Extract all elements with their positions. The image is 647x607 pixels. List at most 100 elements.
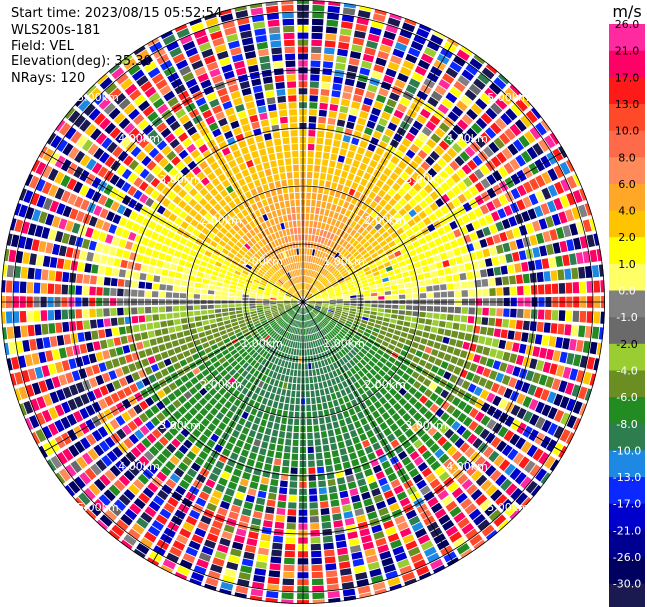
velocity-gate [228,292,236,297]
velocity-gate [401,456,412,466]
velocity-gate [192,90,204,101]
velocity-gate [322,298,329,301]
velocity-gate [402,60,415,70]
velocity-gate [504,128,516,141]
velocity-gate [237,485,247,494]
velocity-gate [288,318,293,324]
velocity-gate [361,491,371,500]
velocity-gate [527,333,536,344]
velocity-gate [553,165,565,179]
velocity-gate [347,255,355,262]
velocity-gate [352,323,359,328]
velocity-gate [230,236,238,244]
velocity-gate [409,450,420,461]
velocity-gate [303,321,305,328]
velocity-gate [261,238,267,246]
velocity-gate [209,68,221,78]
velocity-gate [319,322,325,328]
velocity-gate [174,450,185,460]
velocity-gate [321,521,332,529]
velocity-gate [277,305,284,308]
velocity-gate [321,292,328,296]
velocity-gate [509,158,521,171]
velocity-gate [505,483,518,496]
velocity-gate [123,489,136,501]
velocity-gate [308,467,316,474]
velocity-gate [305,363,308,370]
velocity-gate [359,276,367,282]
velocity-gate [216,281,223,287]
velocity-gate [272,371,278,379]
velocity-gate [389,502,400,512]
velocity-gate [483,446,494,458]
velocity-gate [252,351,259,359]
velocity-gate [93,498,107,512]
velocity-gate [222,287,229,292]
velocity-gate [488,82,502,95]
velocity-gate [158,157,169,168]
velocity-gate [310,67,320,75]
velocity-gate [253,179,261,187]
velocity-gate [251,315,259,320]
velocity-gate [236,290,243,294]
velocity-gate [445,500,458,512]
velocity-gate [98,329,106,339]
velocity-gate [311,235,315,242]
velocity-gate [445,177,456,188]
velocity-gate [76,320,84,331]
velocity-gate [325,271,331,278]
velocity-gate [453,314,461,322]
velocity-gate [468,508,482,521]
velocity-gate [108,348,117,358]
velocity-gate [474,411,485,422]
velocity-gate [347,315,355,320]
velocity-gate [387,533,400,543]
velocity-gate [357,256,365,263]
velocity-gate [233,399,242,407]
velocity-gate [29,398,40,412]
velocity-gate [73,114,86,128]
velocity-gate [309,102,318,109]
velocity-gate [155,514,168,525]
velocity-gate [430,34,444,46]
velocity-gate [324,223,330,231]
velocity-gate [105,328,113,338]
velocity-gate [434,466,446,477]
velocity-gate [362,439,371,448]
velocity-gate [241,217,248,226]
velocity-gate [272,265,279,271]
velocity-gate [242,306,249,310]
velocity-gate [534,259,543,270]
velocity-gate [411,225,420,233]
velocity-gate [366,429,375,438]
velocity-gate [282,285,288,290]
velocity-gate [372,185,380,194]
velocity-gate [75,210,85,222]
velocity-gate [214,383,222,391]
velocity-gate [266,261,272,268]
velocity-gate [196,271,204,278]
velocity-gate [412,120,423,131]
velocity-gate [173,467,185,478]
velocity-gate [188,275,196,282]
velocity-gate [270,302,277,305]
velocity-gate [185,336,193,343]
velocity-gate [277,318,283,324]
velocity-gate [469,231,478,241]
velocity-gate [319,287,325,292]
velocity-gate [350,303,357,306]
velocity-gate [334,313,341,317]
velocity-gate [374,391,383,400]
velocity-gate [405,339,413,346]
velocity-gate [215,412,225,421]
velocity-gate [300,335,302,342]
velocity-gate [433,254,441,262]
velocity-gate [514,472,527,485]
velocity-gate [417,416,428,427]
velocity-gate [493,77,507,90]
velocity-gate [369,436,378,445]
velocity-gate [425,156,435,166]
velocity-gate [62,386,72,399]
velocity-gate [356,312,363,316]
velocity-gate [315,452,323,460]
